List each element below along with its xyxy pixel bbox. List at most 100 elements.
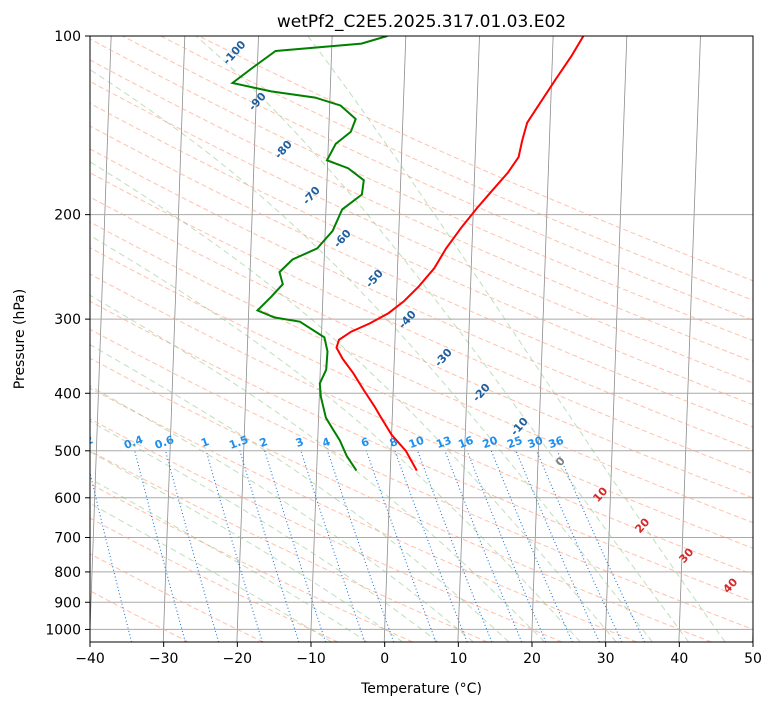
moist-adiabat-line [90,420,439,642]
dry-adiabat-line [90,196,753,499]
mixing-ratio-label: 20 [481,434,500,452]
y-axis: 100 200 300 400 500 600 700 800 900 1000 [45,29,90,638]
y-tick-label: 1000 [45,622,81,638]
dry-adiabat-line [90,80,753,384]
mixing-ratio-line [90,470,133,642]
moist-adiabat-line [90,478,368,642]
dry-adiabat-line [160,36,753,301]
x-tick-label: 30 [597,651,615,667]
mixing-ratio-label: 3 [294,435,306,450]
mixing-ratio-label: 1.5 [227,433,250,452]
moist-adiabat-line [195,36,690,642]
mixing-ratio-label: 0.2 [72,433,95,452]
x-axis-title: Temperature (°C) [360,681,482,697]
plot-area: -100-90-80-70-60-50-40-30-20-10010203040… [72,36,753,642]
chart-title: wetPf2_C2E5.2025.317.01.03.E02 [277,12,566,32]
mixing-ratio-label: 2 [258,435,270,450]
moist-adiabat-line [307,36,726,642]
dry-adiabat-line [90,450,488,642]
mixing-ratio-line [300,450,366,642]
x-tick-label: −30 [149,651,179,667]
y-tick-label: 500 [54,444,81,460]
mixing-ratio-line [239,450,300,642]
x-tick-label: 0 [380,651,389,667]
temperature-profile-line [335,36,585,472]
mixing-ratio-line [264,450,327,642]
mixing-ratio-line [444,450,523,642]
mixing-ratio-label: 0.4 [122,433,145,452]
y-axis-title: Pressure (hPa) [12,289,28,389]
y-tick-label: 800 [54,565,81,581]
y-tick-label: 100 [54,29,81,45]
y-tick-label: 200 [54,208,81,224]
isotherm-line [457,36,480,642]
x-tick-label: 20 [523,651,541,667]
mixing-ratio-line [394,450,468,642]
dry-adiabat-line [90,483,413,642]
y-tick-label: 600 [54,491,81,507]
x-axis: −40 −30 −20 −10 0 10 20 30 40 50 [75,642,762,667]
mixing-ratio-label: 36 [547,434,566,452]
dry-adiabat-line [90,247,753,549]
dry-adiabat-line [90,38,753,342]
mixing-ratio-line [515,450,600,642]
dry-adiabat-line [90,517,339,642]
dry-adiabat-line [90,328,753,630]
mixing-ratio-line [417,450,493,642]
y-tick-label: 300 [54,312,81,328]
y-tick-label: 700 [54,531,81,547]
mixing-ratio-label: 25 [505,434,524,451]
x-tick-label: −40 [75,651,105,667]
isotherm-line [604,36,628,642]
mixing-ratio-label: 16 [456,434,475,452]
x-tick-label: 40 [670,651,688,667]
isotherm-line [236,36,259,642]
dry-adiabat-line [122,36,753,321]
mixing-ratio-line [165,450,220,642]
plot-frame [89,35,754,643]
moist-adiabat-line [90,502,332,642]
x-tick-label: 50 [744,651,762,667]
mixing-ratio-line [466,450,547,642]
dry-adiabat-line [90,418,563,642]
isotherm-line [90,36,112,641]
x-tick-label: 10 [449,651,467,667]
mixing-ratio-label: 30 [526,434,545,452]
y-tick-label: 900 [54,595,81,611]
mixing-ratio-label: 10 [407,434,426,452]
moist-adiabat-line [90,385,474,642]
dry-adiabat-line [90,172,753,475]
moist-adiabat-line [90,69,653,642]
isotherm-line [678,36,701,642]
y-tick-label: 400 [54,386,81,402]
mixing-ratio-line [326,450,395,642]
profile-series [230,36,585,472]
isotherm-line [310,36,333,642]
isotherm-line [383,36,407,642]
dry-adiabat-line [90,273,753,576]
dry-adiabat-line [90,221,753,524]
moist-adiabat-line [90,344,510,642]
mixing-ratio-label: 13 [434,434,453,451]
dry-adiabat-line [90,300,753,603]
isotherm-line [531,36,554,642]
mixing-ratio-line [205,450,263,642]
moist-adiabat-line [90,451,403,642]
dry-adiabat-line [90,590,189,642]
mixing-ratio-label: 4 [320,435,332,450]
mixing-ratio-label: 8 [388,435,400,450]
dry-adiabat-line [90,357,712,642]
moist-adiabat-line [90,234,581,642]
mixing-ratio-label: 6 [359,435,371,450]
dry-adiabat-line [90,59,753,363]
x-tick-label: −10 [296,651,326,667]
dry-adiabat-line [90,387,637,642]
dewpoint-profile-line [230,36,388,472]
mixing-ratio-label: 0.6 [153,433,176,452]
background-lines [90,36,753,642]
mixing-ratio-line [134,450,186,642]
mixing-ratio-line [365,450,437,642]
x-tick-label: −20 [223,651,253,667]
